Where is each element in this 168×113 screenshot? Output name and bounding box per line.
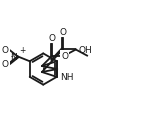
Text: O: O xyxy=(49,34,56,43)
Text: O: O xyxy=(59,28,66,37)
Text: O: O xyxy=(1,46,8,54)
Text: -: - xyxy=(11,52,14,61)
Text: O: O xyxy=(61,52,68,61)
Text: OH: OH xyxy=(78,46,92,54)
Text: +: + xyxy=(20,46,26,55)
Text: N: N xyxy=(10,52,17,61)
Text: NH: NH xyxy=(60,72,74,81)
Text: O: O xyxy=(1,59,8,68)
